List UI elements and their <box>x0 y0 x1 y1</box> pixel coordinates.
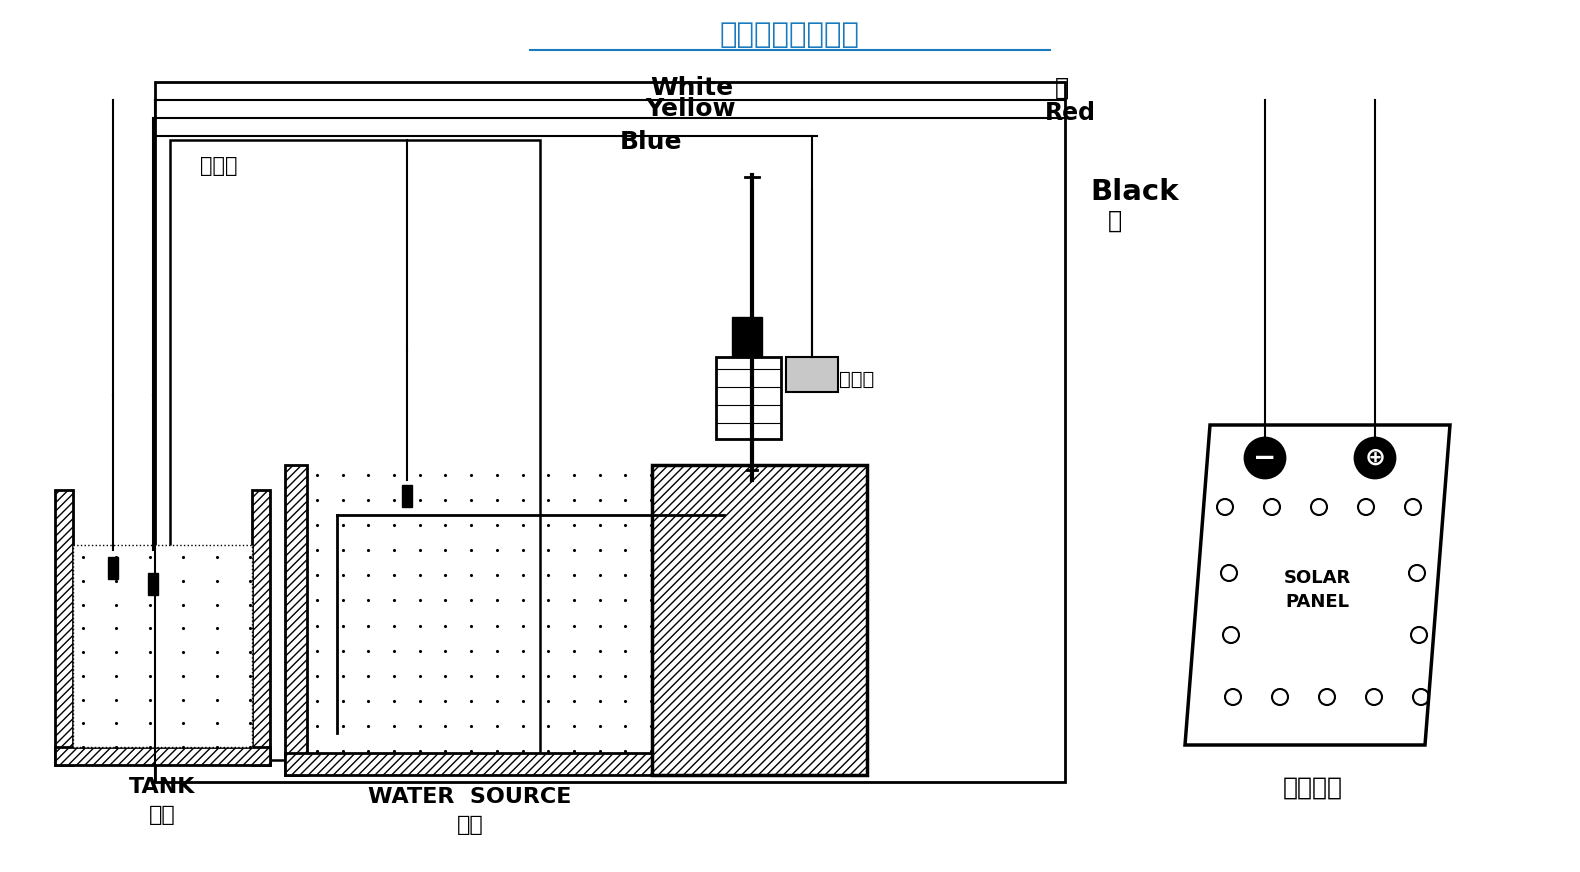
Bar <box>155 82 1065 782</box>
Text: 地面泵: 地面泵 <box>839 370 874 389</box>
Text: 控制器连接示意图: 控制器连接示意图 <box>720 21 860 49</box>
Bar <box>284 465 307 775</box>
Text: WATER  SOURCE: WATER SOURCE <box>368 787 572 807</box>
Bar <box>251 490 270 765</box>
Polygon shape <box>1185 425 1450 745</box>
Text: TANK: TANK <box>130 777 196 797</box>
Text: Blue: Blue <box>619 130 683 154</box>
Bar <box>732 317 762 357</box>
Text: 传感器: 传感器 <box>201 156 237 176</box>
Circle shape <box>1245 438 1285 478</box>
Bar <box>716 357 781 439</box>
Bar <box>55 490 73 765</box>
Text: ⊕: ⊕ <box>1365 446 1386 470</box>
Bar <box>653 465 867 775</box>
Text: 红: 红 <box>1055 76 1070 100</box>
Circle shape <box>1356 438 1395 478</box>
Text: 水塔: 水塔 <box>149 805 175 825</box>
Text: SOLAR: SOLAR <box>1283 569 1351 587</box>
Bar <box>55 747 270 765</box>
Bar <box>107 557 118 579</box>
Text: −: − <box>1253 444 1277 472</box>
Bar <box>401 485 412 507</box>
Text: Black: Black <box>1090 178 1179 206</box>
Text: Red: Red <box>1044 101 1097 125</box>
Text: Yellow: Yellow <box>645 97 736 121</box>
Text: 太阳能板: 太阳能板 <box>1283 776 1343 800</box>
Bar <box>284 753 656 775</box>
Text: White: White <box>649 76 733 100</box>
Text: PANEL: PANEL <box>1285 593 1349 611</box>
Bar <box>149 573 158 595</box>
Text: 黑: 黑 <box>1108 209 1122 233</box>
Bar <box>171 140 540 760</box>
Text: 水源: 水源 <box>457 815 483 835</box>
Bar <box>73 545 251 747</box>
Bar <box>785 357 837 392</box>
